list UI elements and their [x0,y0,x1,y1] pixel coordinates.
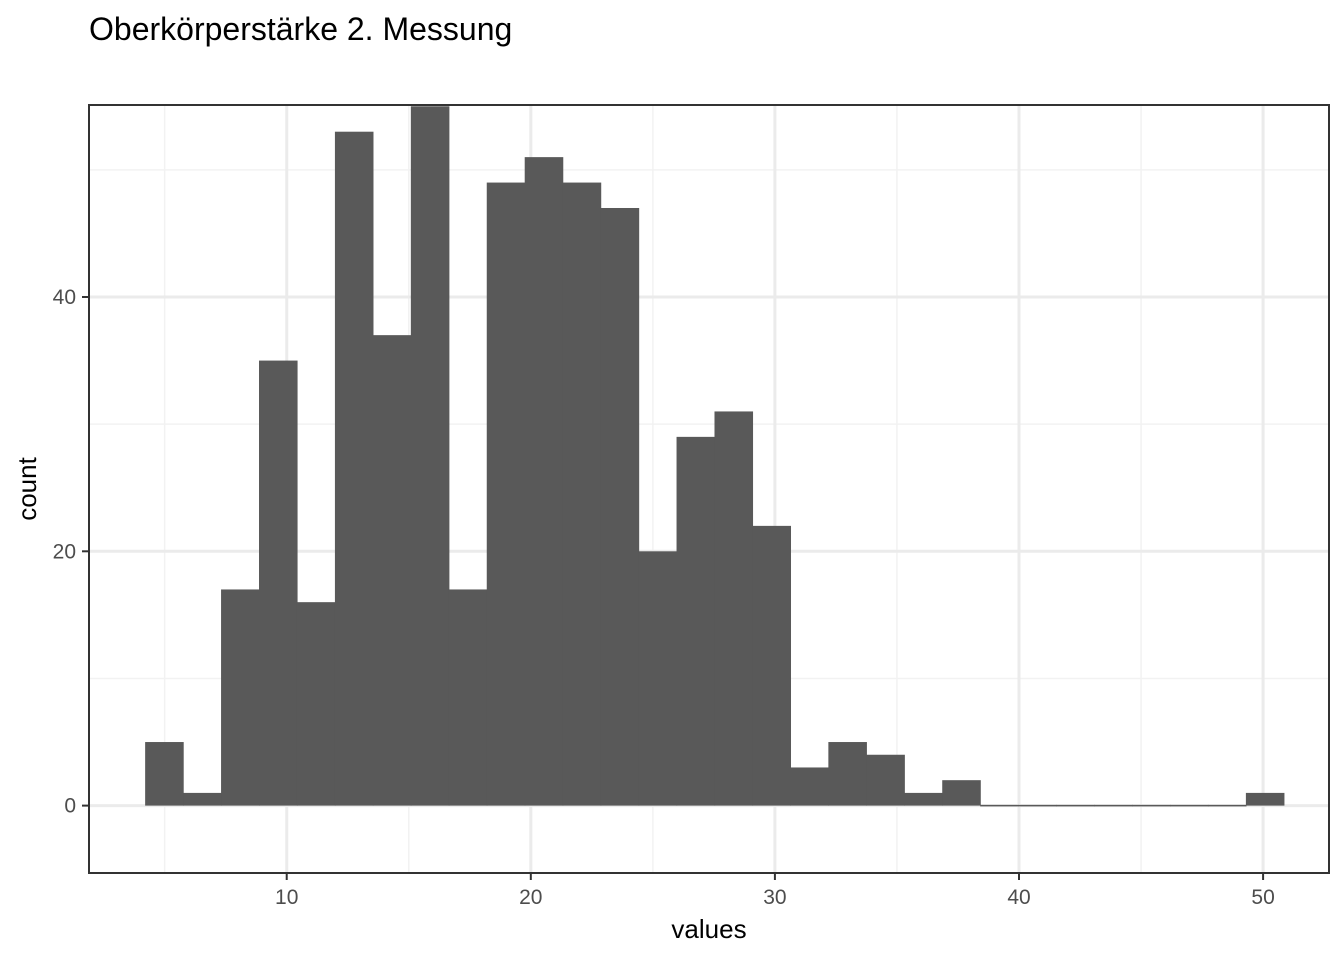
histogram-bars [145,106,1285,807]
histogram-bar [259,360,298,806]
histogram-bar [448,589,488,806]
y-tick-label: 40 [53,286,76,309]
x-tick-label: 30 [763,886,786,909]
x-tick-label: 40 [1007,886,1030,909]
panel-border [88,104,1330,874]
histogram-bar [296,602,336,806]
histogram-bar [145,742,184,806]
histogram-bar [828,742,867,806]
histogram-bar [524,157,564,806]
histogram-bar [600,207,640,806]
y-tick-label: 0 [64,795,76,818]
histogram-bar [638,551,678,806]
histogram-bar [904,792,943,806]
histogram-bar [183,792,222,806]
x-tick-label: 20 [519,886,542,909]
y-tick-label: 20 [53,540,76,563]
histogram-bar [714,411,754,806]
histogram-bar [752,525,792,806]
x-axis-title: values [671,914,746,944]
x-tick-label: 10 [275,886,298,909]
histogram-bar [334,131,374,806]
chart-title: Oberkörperstärke 2. Messung [89,11,512,47]
histogram-bar [486,182,526,806]
histogram-bar [562,182,602,806]
histogram-bar [866,754,905,806]
histogram-bar [676,436,716,806]
y-axis-ticks: 0 20 40 [53,286,89,818]
histogram-bar [221,589,260,806]
histogram-bar [942,780,981,806]
histogram-bar [1245,792,1285,806]
histogram-bar [790,767,829,806]
y-axis-title: count [12,456,42,520]
histogram-bar [410,106,450,806]
x-axis-ticks: 10 20 30 40 50 [275,873,1275,909]
histogram-bar [372,335,412,806]
x-tick-label: 50 [1251,886,1274,909]
